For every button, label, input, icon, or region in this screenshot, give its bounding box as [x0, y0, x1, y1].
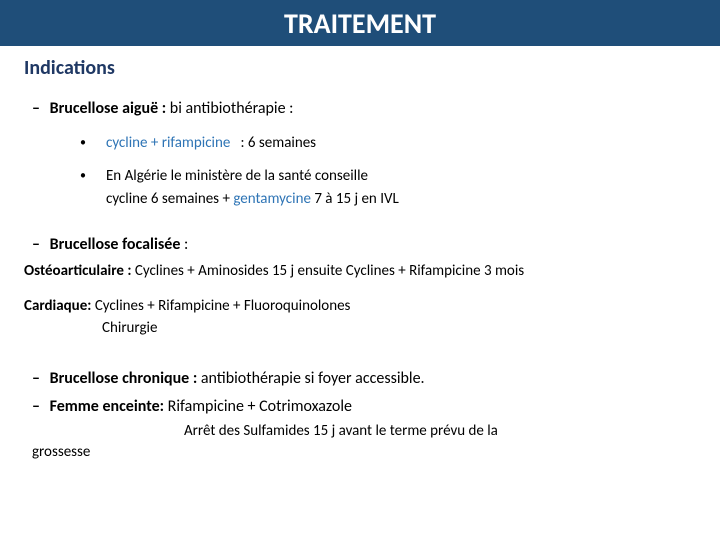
femme-text: Rifampicine + Cotrimoxazole	[164, 397, 352, 416]
b2-cycline: cycline	[106, 190, 151, 208]
osteo-line: Ostéoarticulaire : Cyclines + Aminosides…	[24, 261, 696, 283]
bullet-body: cycline + rifampicine : 6 semaines	[106, 132, 696, 155]
aigue-label: Brucellose aiguë :	[50, 99, 167, 118]
content-area: Indications – Brucellose aiguë : bi anti…	[0, 46, 720, 463]
dash-bullet: –	[32, 397, 40, 416]
bullet-dot: •	[80, 132, 86, 155]
b2-tail: 7 à 15 j en IVL	[311, 190, 399, 208]
chronique-text: antibiothérapie si foyer accessible.	[197, 369, 424, 388]
aigue-text: bi antibiothérapie :	[166, 99, 293, 118]
cardiaque-line1: Cyclines + Rifampicine + Fluoroquinolone…	[95, 297, 351, 315]
b2-line1: En Algérie le ministère de la santé cons…	[106, 167, 368, 185]
bullet-body: En Algérie le ministère de la santé cons…	[106, 165, 696, 210]
femme-line3: grossesse	[32, 442, 696, 463]
dash-bullet: –	[32, 235, 40, 254]
cardiaque-label: Cardiaque:	[24, 297, 95, 315]
aigue-bullet-1: • cycline + rifampicine : 6 semaines	[80, 132, 696, 155]
cardiaque-block: Cardiaque: Cyclines + Rifampicine + Fluo…	[24, 296, 696, 340]
focalisee-label: Brucellose focalisée	[50, 235, 181, 254]
osteo-label: Ostéoarticulaire :	[24, 262, 135, 280]
section-heading: Indications	[24, 56, 696, 80]
duration-text: 6 semaines	[248, 134, 316, 152]
treatment-link: cycline + rifampicine	[106, 134, 230, 152]
b2-plus: +	[219, 190, 233, 208]
focalisee-colon: :	[180, 235, 188, 254]
page-title: TRAITEMENT	[284, 6, 436, 41]
femme-label: Femme enceinte:	[50, 397, 164, 416]
osteo-text: Cyclines + Aminosides 15 j ensuite Cycli…	[135, 262, 524, 280]
bullet-dot: •	[80, 165, 86, 210]
dash-bullet: –	[32, 99, 40, 118]
item-chronique: – Brucellose chronique : antibiothérapie…	[32, 368, 696, 390]
item-femme: – Femme enceinte: Rifampicine + Cotrimox…	[32, 396, 696, 418]
femme-line2: Arrêt des Sulfamides 15 j avant le terme…	[184, 421, 696, 442]
chronique-label: Brucellose chronique :	[50, 369, 198, 388]
cardiaque-line2: Chirurgie	[102, 319, 157, 337]
header-bar: TRAITEMENT	[0, 0, 720, 46]
aigue-bullet-2: • En Algérie le ministère de la santé co…	[80, 165, 696, 210]
b2-dur1: 6 semaines	[151, 190, 219, 208]
item-focalisee: – Brucellose focalisée :	[32, 234, 696, 256]
spacing-text: :	[230, 134, 248, 152]
item-aigue: – Brucellose aiguë : bi antibiothérapie …	[32, 98, 696, 120]
b2-drug: gentamycine	[233, 190, 311, 208]
dash-bullet: –	[32, 369, 40, 388]
